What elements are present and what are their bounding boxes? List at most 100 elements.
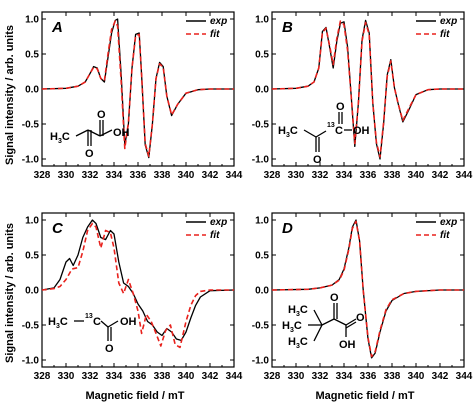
y-tick-label: 0.0 <box>255 286 269 297</box>
x-tick-label: 330 <box>288 170 305 181</box>
y-tick-label: 0.5 <box>25 251 39 262</box>
bond <box>313 324 323 342</box>
x-tick-label: 338 <box>154 371 171 382</box>
chemical-structure: H3C 13 C O OH <box>48 313 137 355</box>
panel-label: C <box>52 220 64 237</box>
x-tick-label: 340 <box>178 170 195 181</box>
x-tick-label: 340 <box>178 371 195 382</box>
bond <box>87 129 101 137</box>
x-axis-title-right: Magnetic field / mT <box>315 390 414 402</box>
structure-atom: OH <box>120 316 137 328</box>
y-tick-label: -1.0 <box>22 356 40 367</box>
structure-atom: OH <box>113 127 130 139</box>
structure-atom: C <box>93 316 101 328</box>
legend-label-fit: fit <box>440 29 450 40</box>
x-tick-label: 328 <box>264 170 281 181</box>
x-tick-label: 342 <box>432 371 449 382</box>
legend-label-exp: exp <box>210 16 227 27</box>
x-tick-label: 340 <box>408 170 425 181</box>
y-tick-label: -0.5 <box>252 120 270 131</box>
bond <box>100 320 109 328</box>
x-tick-label: 336 <box>360 371 377 382</box>
y-tick-label: 0.5 <box>25 50 39 61</box>
series-line-fit <box>41 20 234 157</box>
y-axis-title-top: Signal intensity / arb. units <box>4 25 16 165</box>
x-tick-label: 334 <box>106 371 123 382</box>
y-tick-label: 1.0 <box>25 216 39 227</box>
structure-atom: O <box>356 312 365 324</box>
x-axis-title-left: Magnetic field / mT <box>85 390 184 402</box>
bond <box>333 318 347 326</box>
y-tick-label: 0.0 <box>25 85 39 96</box>
legend-label-exp: exp <box>440 217 457 228</box>
chemical-structure: H3C H3C H3C O OH O <box>282 292 365 351</box>
y-tick-label: 0.0 <box>255 85 269 96</box>
y-tick-label: -0.5 <box>252 321 270 332</box>
y-tick-label: -0.5 <box>22 120 40 131</box>
bond <box>75 129 89 137</box>
chemical-structure: H3C O O OH <box>50 109 130 160</box>
bond <box>107 320 119 328</box>
legend-label-fit: fit <box>210 29 220 40</box>
x-tick-label: 332 <box>82 371 99 382</box>
panel-label: D <box>282 220 293 237</box>
structure-atom: H3C <box>278 125 298 139</box>
structure-atom: OH <box>353 125 370 137</box>
structure-atom: O <box>330 292 339 304</box>
x-tick-label: 336 <box>130 371 147 382</box>
x-tick-label: 328 <box>34 371 51 382</box>
x-tick-label: 338 <box>384 371 401 382</box>
panel-b: 328 330 332 334 336 338 340 342 344 -1.0 -0.5 0.0 0.… <box>252 11 473 181</box>
structure-atom: C <box>335 125 343 137</box>
y-tick-label: 0.5 <box>255 251 269 262</box>
legend-label-exp: exp <box>210 217 227 228</box>
bond <box>345 318 357 326</box>
panels: 328 330 332 334 336 338 340 342 344 -1.0 -0.5 0.0 0.… <box>22 11 473 382</box>
y-tick-label: 0.0 <box>25 286 39 297</box>
structure-atom: O <box>97 109 106 121</box>
x-tick-label: 332 <box>312 371 329 382</box>
panel-label: B <box>282 19 293 36</box>
x-tick-label: 342 <box>202 371 219 382</box>
x-tick-label: 334 <box>106 170 123 181</box>
y-tick-label: -1.0 <box>252 155 270 166</box>
x-tick-label: 328 <box>34 170 51 181</box>
x-tick-label: 330 <box>58 371 75 382</box>
legend-label-fit: fit <box>210 230 220 241</box>
x-tick-label: 342 <box>202 170 219 181</box>
structure-atom: OH <box>339 339 356 351</box>
structure-atom: H3C <box>50 131 70 145</box>
y-tick-label: -0.5 <box>22 321 40 332</box>
structure-atom: O <box>105 343 114 355</box>
y-tick-label: 1.0 <box>255 15 269 26</box>
bond <box>303 129 317 138</box>
series-line-exp <box>41 219 235 342</box>
legend-label-exp: exp <box>440 16 457 27</box>
x-tick-label: 336 <box>130 170 147 181</box>
y-tick-label: -1.0 <box>252 356 270 367</box>
x-tick-label: 340 <box>408 371 425 382</box>
series-line-exp <box>41 18 234 159</box>
bond <box>345 321 357 329</box>
series-line-fit <box>271 220 464 358</box>
panel-d: 328 330 332 334 336 338 340 342 344 -1.0 -0.5 0.0 0.… <box>252 212 473 382</box>
bond <box>99 129 113 137</box>
x-tick-label: 332 <box>82 170 99 181</box>
bond <box>321 318 335 326</box>
panel-c: 328 330 332 334 336 338 340 342 344 -1.0 -0.5 0.0 0.… <box>22 212 243 382</box>
structure-atom: H3C <box>282 320 302 334</box>
legend-label-fit: fit <box>440 230 450 241</box>
bond <box>315 130 327 138</box>
x-tick-label: 330 <box>58 170 75 181</box>
x-tick-label: 344 <box>456 371 473 382</box>
x-tick-label: 330 <box>288 371 305 382</box>
y-tick-label: -1.0 <box>22 155 40 166</box>
structure-isotope: 13 <box>85 313 93 320</box>
y-axis-title-bottom: Signal intensity / arb. units <box>4 223 16 363</box>
structure-atom: O <box>85 148 94 160</box>
x-tick-label: 344 <box>456 170 473 181</box>
x-tick-label: 342 <box>432 170 449 181</box>
x-tick-label: 334 <box>336 371 353 382</box>
x-tick-label: 328 <box>264 371 281 382</box>
